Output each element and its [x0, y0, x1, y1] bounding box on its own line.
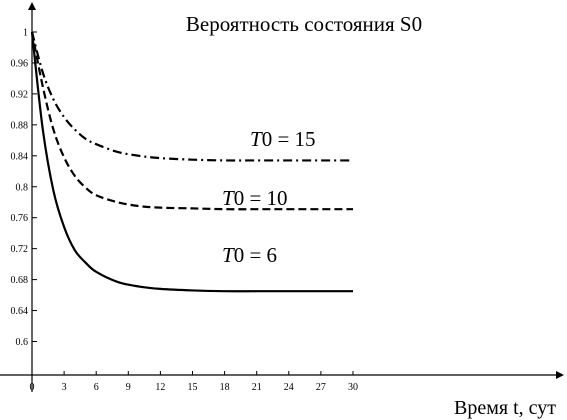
y-tick-label: 0.96	[11, 58, 29, 69]
x-tick-label: 0	[30, 382, 35, 393]
series-group	[30, 31, 353, 293]
x-tick-label: 12	[155, 382, 165, 393]
x-ticks: 0 3 6 9 12 15 18 21 24 27 30	[30, 371, 358, 393]
series-line-1	[30, 31, 353, 211]
curve-label-0: T0 = 15	[250, 127, 316, 151]
x-tick-label: 3	[62, 382, 67, 393]
x-tick-label: 6	[94, 382, 99, 393]
y-tick-label: 0.72	[11, 244, 29, 255]
y-tick-label: 0.8	[16, 182, 29, 193]
curve-label-1: T0 = 10	[222, 186, 288, 210]
x-tick-label: 27	[316, 382, 326, 393]
series-line-2	[30, 31, 353, 293]
annotations: T0 = 15 T0 = 10 T0 = 6	[222, 127, 316, 267]
series-line-0	[30, 31, 353, 162]
x-tick-label: 21	[252, 382, 262, 393]
y-tick-label: 0.88	[11, 120, 29, 131]
y-tick-label: 0.84	[11, 151, 29, 162]
y-tick-label: 0.6	[16, 337, 29, 348]
x-tick-label: 18	[220, 382, 230, 393]
x-tick-label: 9	[126, 382, 131, 393]
x-tick-label: 15	[188, 382, 198, 393]
y-tick-label: 0.64	[11, 306, 29, 317]
x-tick-label: 30	[348, 382, 358, 393]
y-tick-label: 0.68	[11, 275, 29, 286]
y-ticks: 0.6 0.64 0.68 0.72 0.76 0.8 0.84 0.88 0.92 0.96 1	[11, 28, 37, 348]
x-axis-label: Время t, сут	[454, 397, 556, 419]
y-tick-label: 0.92	[11, 89, 29, 100]
x-tick-label: 24	[284, 382, 294, 393]
y-tick-label: 0.76	[11, 213, 29, 224]
chart-title: Вероятность состояния S0	[186, 12, 422, 36]
y-tick-label: 1	[23, 28, 28, 39]
curve-label-2: T0 = 6	[222, 243, 277, 267]
